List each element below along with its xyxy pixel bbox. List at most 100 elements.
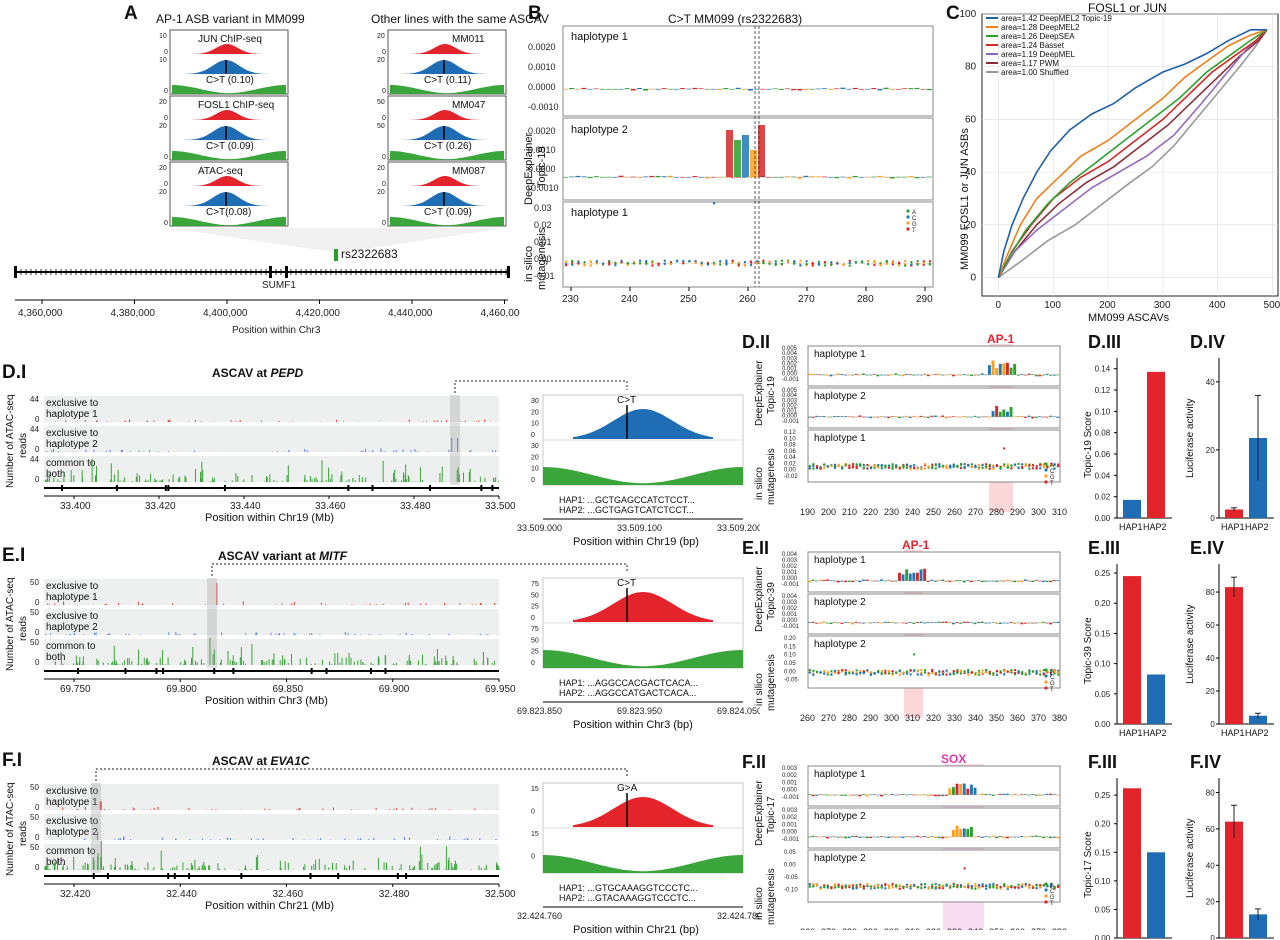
coverage-bar <box>498 868 500 870</box>
coverage-bar <box>203 663 205 665</box>
ii-hap-b-nucleotide <box>887 836 891 838</box>
ii-hap-a-nucleotide <box>854 373 858 375</box>
ii-ism-point <box>931 672 934 675</box>
ii-hap-a-nucleotide <box>930 374 934 376</box>
b-hap1-nucleotide <box>618 89 624 90</box>
ii-ism-point <box>823 885 826 889</box>
y-tick-label: -0.05 <box>784 875 798 881</box>
coverage-bar <box>77 809 79 810</box>
panel-letter: D.I <box>2 362 26 383</box>
zoom-y-tick: 0 <box>531 432 535 439</box>
coverage-bar <box>467 838 469 840</box>
legend-dot <box>1044 462 1048 466</box>
coverage-bar <box>423 421 425 422</box>
y-tick-label: 0.05 <box>784 661 796 667</box>
b-ism-point <box>817 260 821 264</box>
ii-hap-a-nucleotide <box>844 374 847 376</box>
ii-hap-b-nucleotide <box>919 415 923 417</box>
track-name: MM011 <box>452 34 485 45</box>
b-hap1-nucleotide <box>778 89 784 90</box>
coverage-bar <box>419 467 421 482</box>
coverage-bar <box>209 839 211 840</box>
coverage-bar <box>421 869 423 870</box>
ii-hap-b-nucleotide <box>1016 836 1020 838</box>
coverage-bar <box>407 475 409 482</box>
motif-label: AP-1 <box>902 538 930 552</box>
y-tick: 0 <box>164 115 168 122</box>
y-tick: 0 <box>382 220 386 227</box>
y-tick-label: 0.004 <box>782 594 798 600</box>
coverage-bar <box>450 663 452 665</box>
ii-ism-point <box>974 883 977 886</box>
ii-ism-point <box>923 462 927 466</box>
ii-hap-a-nucleotide <box>919 569 923 581</box>
exon-mark <box>337 873 340 879</box>
ii-ism-point <box>1028 670 1031 673</box>
ii-ism-point <box>884 669 887 672</box>
coverage-bar <box>196 868 198 870</box>
ii-hap-b-nucleotide <box>1006 836 1009 839</box>
track-label: haplotype 2 <box>46 827 98 838</box>
coverage-bar <box>328 867 330 870</box>
x-axis-label: MM099 ASCAVs <box>1088 312 1170 324</box>
x-tick-label: 0 <box>995 300 1001 311</box>
coverage-bar <box>47 451 49 452</box>
coverage-bar <box>339 662 341 665</box>
legend-label: C <box>1050 889 1055 895</box>
exon-mark <box>347 485 350 491</box>
ii-hap-b-nucleotide <box>1024 836 1027 838</box>
y-tick-label: 0 <box>35 833 40 842</box>
ii-hap-a-nucleotide <box>952 374 955 377</box>
b-hap2-nucleotide <box>772 177 778 178</box>
coverage-bar <box>137 663 139 665</box>
coverage-bar <box>369 603 371 605</box>
ii-hap-b-nucleotide <box>840 416 844 417</box>
b-ism-point <box>638 259 642 262</box>
ii-hap-a-nucleotide <box>836 580 840 583</box>
x-tick-label: 33.420 <box>145 501 176 512</box>
b-hap2-nucleotide <box>914 177 920 179</box>
coverage-bar <box>97 856 99 870</box>
motif-glyph <box>758 125 765 177</box>
ii-hap-b-nucleotide <box>844 622 847 623</box>
ii-ism-point <box>967 673 970 676</box>
coverage-bar <box>344 865 346 870</box>
ii-ism-point <box>862 884 865 888</box>
legend-label: G <box>1050 681 1055 687</box>
ii-ism-point <box>970 463 973 466</box>
ylabel-deepexplainer: DeepExplainer <box>754 566 765 632</box>
coverage-bar <box>213 480 215 482</box>
coverage-bar <box>63 472 65 482</box>
bar-hap1 <box>1123 576 1141 724</box>
coverage-bar <box>91 459 93 482</box>
b-ism-point <box>811 262 814 265</box>
coverage-bar <box>273 479 275 482</box>
ii-ism-point <box>891 669 894 673</box>
b-hap1-nucleotide <box>698 88 704 89</box>
legend-dot <box>1044 680 1048 684</box>
coverage-bar <box>400 864 402 870</box>
coverage-bar <box>244 867 246 870</box>
haplotype-label: haplotype 1 <box>814 433 866 444</box>
panel-c: C FOSL1 or JUN 0 100 200 300 400 500 0 20 40 60 80 1… <box>940 0 1280 335</box>
b-ism-point <box>854 260 858 264</box>
x-tick-label: 240 <box>905 507 920 517</box>
coverage-bar <box>391 865 393 870</box>
coverage-bar <box>230 420 232 422</box>
motif-label: AP-1 <box>987 332 1015 346</box>
coverage-bar <box>194 420 196 422</box>
coverage-bar <box>159 480 161 482</box>
zoom-peak <box>573 409 713 439</box>
coverage-bar <box>291 653 293 665</box>
zoom-x-tick-label: 69.823.850 <box>517 706 562 716</box>
ii-ism-point <box>945 673 948 676</box>
ii-ism-point <box>851 462 855 466</box>
x-tick-label: 69.900 <box>379 684 410 695</box>
panel-a-xlabel: Position within Chr3 <box>232 325 321 336</box>
b-ism-point <box>583 261 586 264</box>
coverage-bar <box>471 604 473 605</box>
ii-hap-a-nucleotide <box>862 794 865 795</box>
b-hap2-nucleotide <box>846 177 852 179</box>
ii-ism-point <box>1017 886 1020 890</box>
coverage-bar <box>427 451 429 452</box>
